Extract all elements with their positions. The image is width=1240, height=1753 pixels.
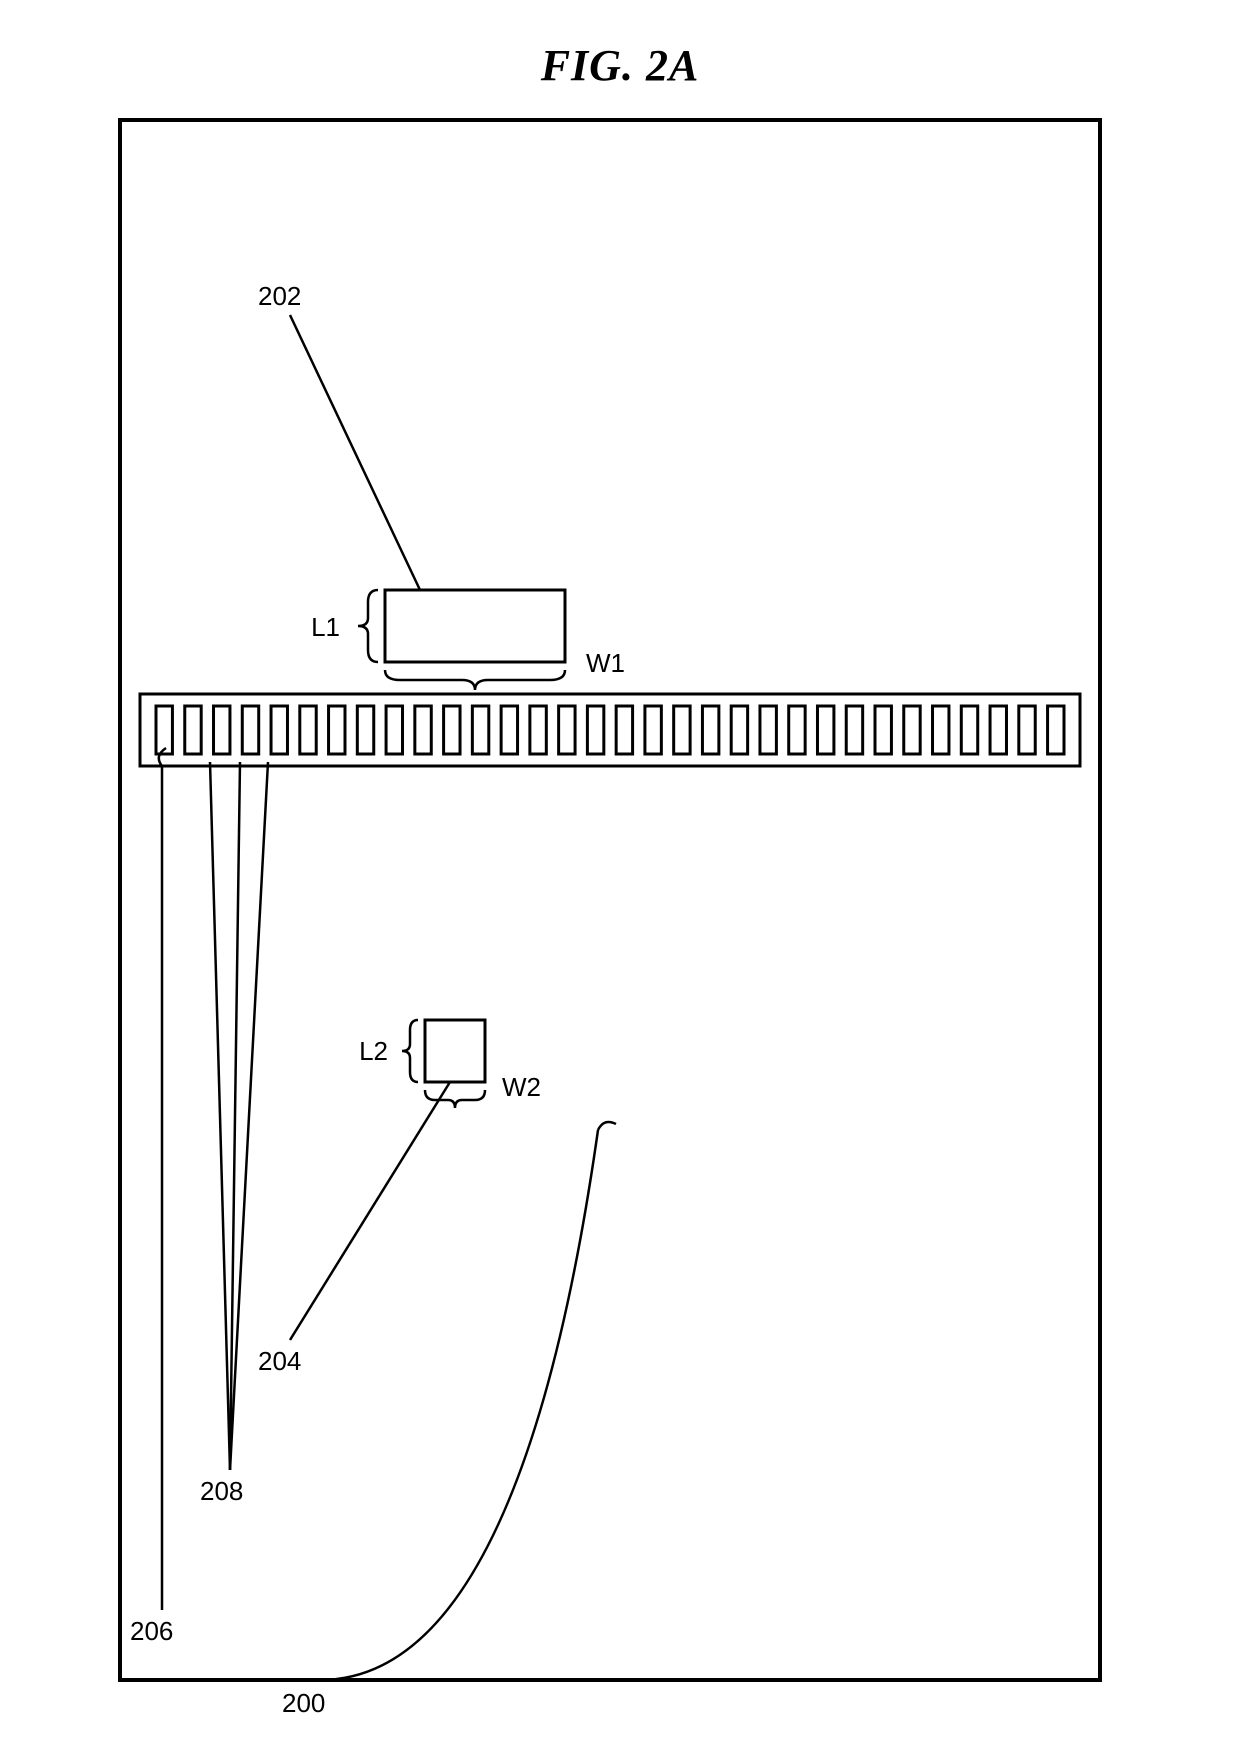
strip-cell bbox=[501, 706, 517, 754]
leader-206-hook bbox=[159, 748, 166, 766]
leader-202 bbox=[290, 315, 420, 590]
strip-cell bbox=[961, 706, 977, 754]
figure-svg: L1 W1 L2 W2 202 204 200 206 bbox=[0, 0, 1240, 1753]
strip-cell bbox=[731, 706, 747, 754]
strip-cell bbox=[271, 706, 287, 754]
strip-cell bbox=[357, 706, 373, 754]
strip-cell bbox=[645, 706, 661, 754]
strip-cell bbox=[846, 706, 862, 754]
strip-cell bbox=[242, 706, 258, 754]
strip-cell bbox=[616, 706, 632, 754]
strip-cell bbox=[875, 706, 891, 754]
w1-brace bbox=[385, 670, 565, 690]
strip-cell bbox=[386, 706, 402, 754]
outer-frame bbox=[120, 120, 1100, 1680]
strip-cell bbox=[472, 706, 488, 754]
strip-cell bbox=[587, 706, 603, 754]
strip-cell bbox=[904, 706, 920, 754]
lower-block bbox=[425, 1020, 485, 1082]
leader-204 bbox=[290, 1082, 450, 1340]
l2-brace bbox=[402, 1020, 418, 1082]
strip-cell bbox=[300, 706, 316, 754]
strip-cells bbox=[156, 706, 1064, 754]
strip-cell bbox=[990, 706, 1006, 754]
strip-cell bbox=[933, 706, 949, 754]
ref-206: 206 bbox=[130, 1616, 173, 1646]
leader-200-hook bbox=[598, 1122, 616, 1130]
w1-label: W1 bbox=[586, 648, 625, 678]
strip-cell bbox=[674, 706, 690, 754]
strip-cell bbox=[329, 706, 345, 754]
l2-label: L2 bbox=[359, 1036, 388, 1066]
strip-cell bbox=[817, 706, 833, 754]
ref-200: 200 bbox=[282, 1688, 325, 1718]
strip-cell bbox=[760, 706, 776, 754]
strip-cell bbox=[185, 706, 201, 754]
diagram-canvas: FIG. 2A L1 W1 L2 W2 bbox=[0, 0, 1240, 1753]
strip-cell bbox=[415, 706, 431, 754]
ref-202: 202 bbox=[258, 281, 301, 311]
strip-cell bbox=[214, 706, 230, 754]
strip-cell bbox=[530, 706, 546, 754]
ref-204: 204 bbox=[258, 1346, 301, 1376]
strip-cell bbox=[156, 706, 172, 754]
w2-brace bbox=[425, 1090, 485, 1108]
ref-208: 208 bbox=[200, 1476, 243, 1506]
strip-cell bbox=[789, 706, 805, 754]
l1-label: L1 bbox=[311, 612, 340, 642]
strip-cell bbox=[1019, 706, 1035, 754]
strip-cell bbox=[444, 706, 460, 754]
upper-block bbox=[385, 590, 565, 662]
strip-cell bbox=[559, 706, 575, 754]
strip-cell bbox=[702, 706, 718, 754]
w2-label: W2 bbox=[502, 1072, 541, 1102]
l1-brace bbox=[358, 590, 378, 662]
leader-200 bbox=[320, 1130, 598, 1680]
strip-cell bbox=[1048, 706, 1064, 754]
